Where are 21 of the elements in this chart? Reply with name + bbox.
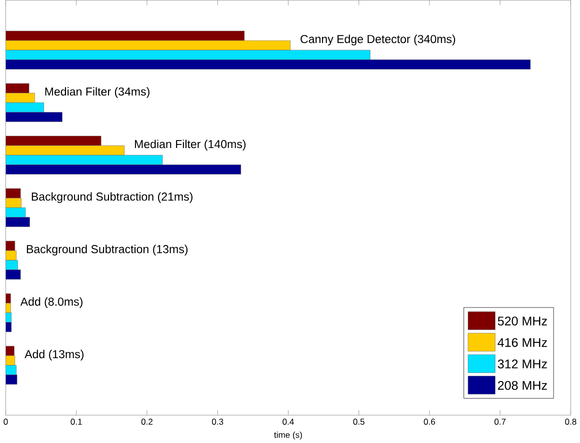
x-tick-label: 0.8 [565,418,576,425]
x-tick-label: 0 [4,418,8,425]
x-tick-label: 0.5 [353,418,364,425]
y-tick-label: Add (13ms) [24,350,84,361]
legend-label: 520 MHz [498,316,547,326]
x-tick-label: 0.7 [494,418,506,425]
x-axis-title: time (s) [274,432,302,440]
x-tick-label: 0.4 [282,418,294,425]
legend-label: 208 MHz [498,381,547,390]
y-tick-label: Median Filter (34ms) [45,87,150,98]
y-tick-label: Median Filter (140ms) [135,140,246,150]
y-tick-label: Canny Edge Detector (340ms) [300,34,456,46]
x-tick-label: 0.1 [70,418,82,425]
y-tick-label: Background Subtraction (13ms) [26,244,188,256]
y-tick-label: Add (8.0ms) [20,297,82,308]
y-tick-label: Background Subtraction (21ms) [32,192,192,204]
legend-label: 312 MHz [498,360,547,368]
legend-label: 416 MHz [498,338,547,347]
x-tick-label: 0.6 [424,418,436,425]
x-tick-label: 0.2 [141,418,152,425]
x-tick-label: 0.3 [212,418,224,425]
